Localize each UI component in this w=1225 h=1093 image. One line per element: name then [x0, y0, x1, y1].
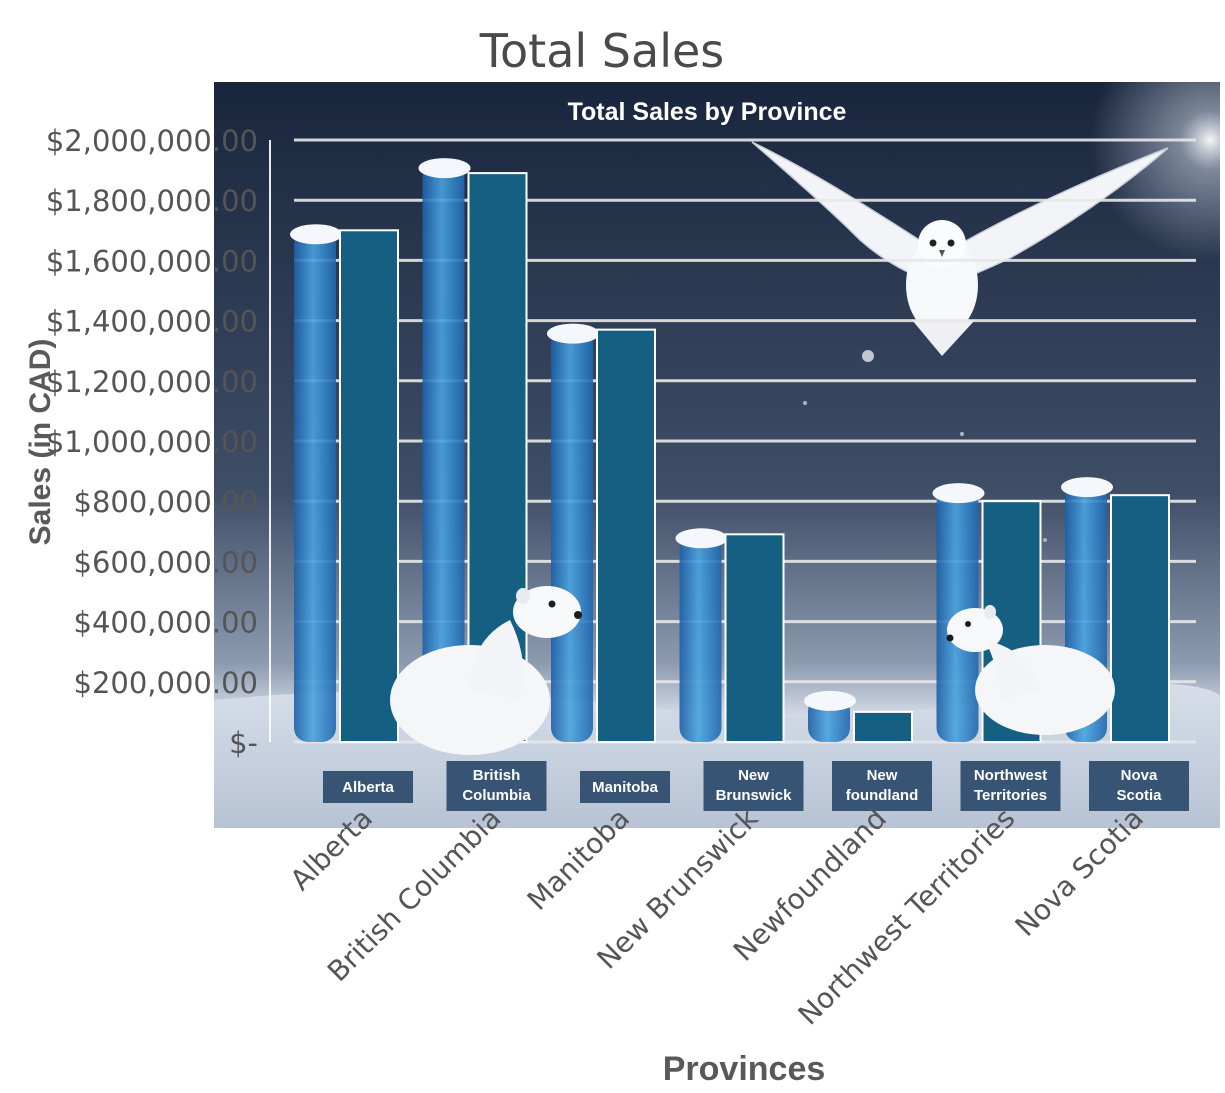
inner-label-box	[960, 761, 1061, 811]
ermine-nose	[946, 634, 954, 642]
inner-category-label: Brunswick	[716, 787, 793, 804]
bar	[339, 229, 399, 744]
ermine-nose	[574, 611, 582, 619]
inner-category-label: Territories	[974, 787, 1047, 804]
bar	[724, 533, 785, 743]
inner-category-label: Alberta	[342, 779, 394, 796]
ermine-eye	[965, 621, 971, 627]
x-axis-label: Provinces	[663, 1050, 826, 1088]
inner-label-box	[703, 761, 804, 811]
y-tick-label: $600,000.00	[74, 545, 259, 579]
ice-pillar-snowcap	[804, 690, 856, 711]
y-tick-label: $400,000.00	[74, 606, 259, 640]
y-tick-label: $1,000,000.00	[46, 425, 258, 459]
inner-category-label: foundland	[846, 787, 918, 804]
ice-pillars	[290, 158, 1113, 743]
y-tick-label: $1,200,000.00	[46, 365, 258, 399]
inner-category-label: Manitoba	[592, 779, 658, 796]
ice-pillar	[679, 534, 722, 742]
bar	[853, 710, 913, 744]
snowy-owl-illustration	[751, 141, 1169, 356]
y-tick-label: $2,000,000.00	[46, 124, 258, 158]
owl-tail	[912, 320, 975, 356]
ermine-neck	[985, 640, 1040, 700]
inner-label-box	[580, 771, 670, 803]
owl-beak	[939, 250, 945, 257]
y-tick-label: $-	[229, 726, 258, 760]
chart-title: Total Sales	[479, 24, 725, 78]
ice-pillar-snowcap	[1061, 477, 1113, 498]
ermine-ear	[516, 588, 530, 604]
inner-category-label: British	[473, 767, 521, 784]
ermine-illustration-right	[946, 605, 1115, 735]
snowflake	[960, 432, 964, 436]
owl-eye	[929, 239, 937, 247]
snowflake	[862, 350, 874, 362]
inner-category-label: New	[738, 767, 769, 784]
inner-label-box	[446, 761, 547, 811]
ermine-head	[513, 586, 581, 638]
y-axis-label: Sales (in CAD)	[24, 339, 57, 546]
ermine-body	[390, 645, 550, 755]
ice-pillar	[551, 329, 593, 742]
ice-pillar	[294, 230, 336, 743]
snowflake	[803, 401, 807, 405]
y-tick-labels: $- $200,000.00 $400,000.00 $600,000.00 $800,…	[46, 124, 258, 760]
inner-category-label: Northwest	[974, 767, 1047, 784]
ermine-neck	[470, 620, 524, 700]
inner-category-label: Columbia	[462, 787, 531, 804]
owl-right-wing	[949, 147, 1169, 284]
snowflake	[1043, 538, 1047, 542]
inner-category-label: Nova	[1121, 767, 1158, 784]
ermine-illustration-left	[390, 586, 582, 755]
inner-category-label: New	[867, 767, 898, 784]
inner-label-box	[323, 771, 413, 803]
x-tick-label: Northwest Territories	[792, 802, 1022, 1032]
ice-pillar-snowcap	[932, 483, 985, 504]
inner-label-box	[832, 761, 932, 811]
y-tick-label: $1,400,000.00	[46, 305, 258, 339]
owl-head	[918, 220, 966, 268]
owl-eye	[947, 239, 955, 247]
inner-label-box	[1089, 761, 1189, 811]
ice-pillar-snowcap	[547, 323, 599, 344]
ice-pillar-snowcap	[290, 224, 342, 245]
ermine-ear	[984, 605, 996, 619]
bar	[596, 328, 656, 743]
y-tick-label: $800,000.00	[74, 485, 259, 519]
y-tick-label: $200,000.00	[74, 666, 259, 700]
bar	[1110, 494, 1170, 743]
ice-pillar-snowcap	[675, 528, 728, 549]
ice-pillar-snowcap	[418, 158, 471, 179]
inner-category-labels: Alberta British Columbia Manitoba New Brunswi…	[323, 761, 1189, 811]
y-tick-label: $1,600,000.00	[46, 244, 258, 278]
inner-category-label: Scotia	[1116, 787, 1162, 804]
chart-subtitle: Total Sales by Province	[568, 98, 847, 126]
ice-pillar	[422, 164, 465, 742]
ermine-eye	[548, 600, 556, 608]
y-tick-label: $1,800,000.00	[46, 184, 258, 218]
